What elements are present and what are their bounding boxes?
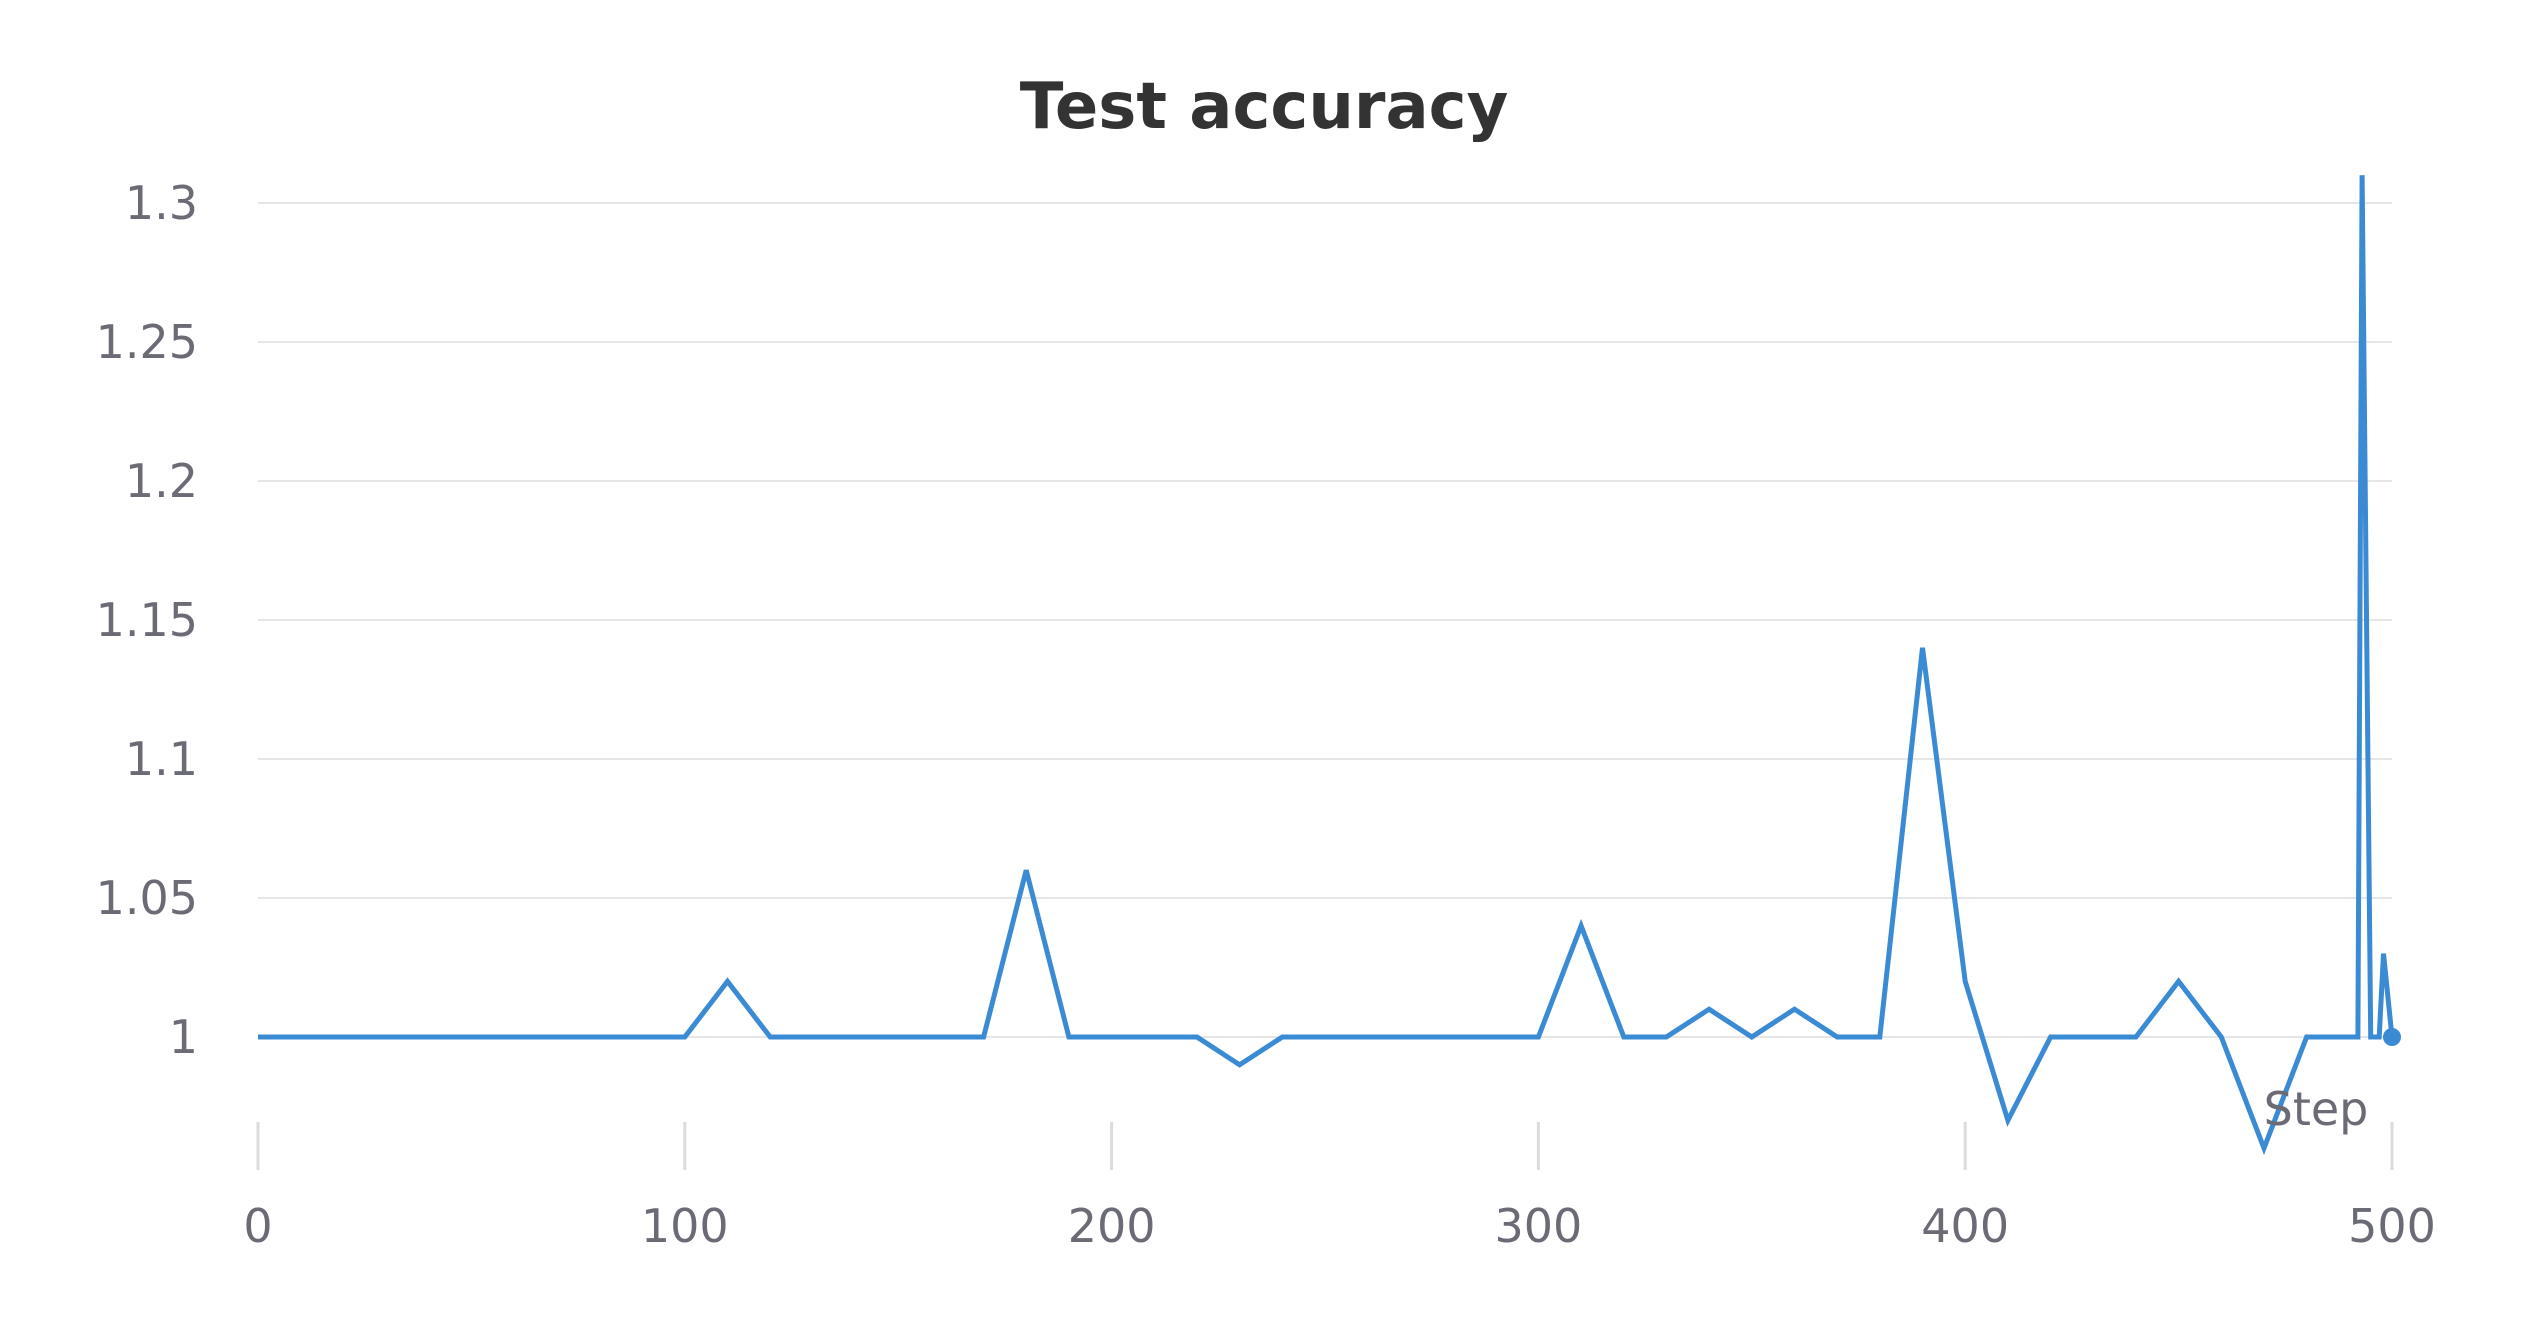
y-tick-label: 1.3 [125,176,198,230]
x-tick-label: 100 [641,1199,729,1253]
series-end-point [2383,1028,2401,1046]
series-line [258,175,2395,1156]
x-axis-ticks [256,1122,2394,1170]
x-tick-label: 0 [243,1199,272,1253]
x-axis-tick-labels: 0 100 200 300 400 500 [243,1199,2436,1253]
y-tick-label: 1.15 [96,593,198,647]
series-layer [258,175,2401,1156]
x-axis-label: Step [2264,1082,2369,1136]
y-tick-label: 1.25 [96,315,198,369]
y-tick-label: 1.05 [96,871,198,925]
chart-title: Test accuracy [1020,70,1509,144]
x-tick-label: 300 [1494,1199,1582,1253]
x-tick-label: 200 [1068,1199,1156,1253]
x-tick-label: 400 [1921,1199,2009,1253]
y-tick-label: 1.2 [125,454,198,508]
x-tick-label: 500 [2348,1199,2436,1253]
y-tick-label: 1.1 [125,732,198,786]
y-axis-tick-labels: 1 1.05 1.1 1.15 1.2 1.25 1.3 [96,176,198,1064]
gridlines [258,202,2392,1038]
y-tick-label: 1 [169,1010,198,1064]
